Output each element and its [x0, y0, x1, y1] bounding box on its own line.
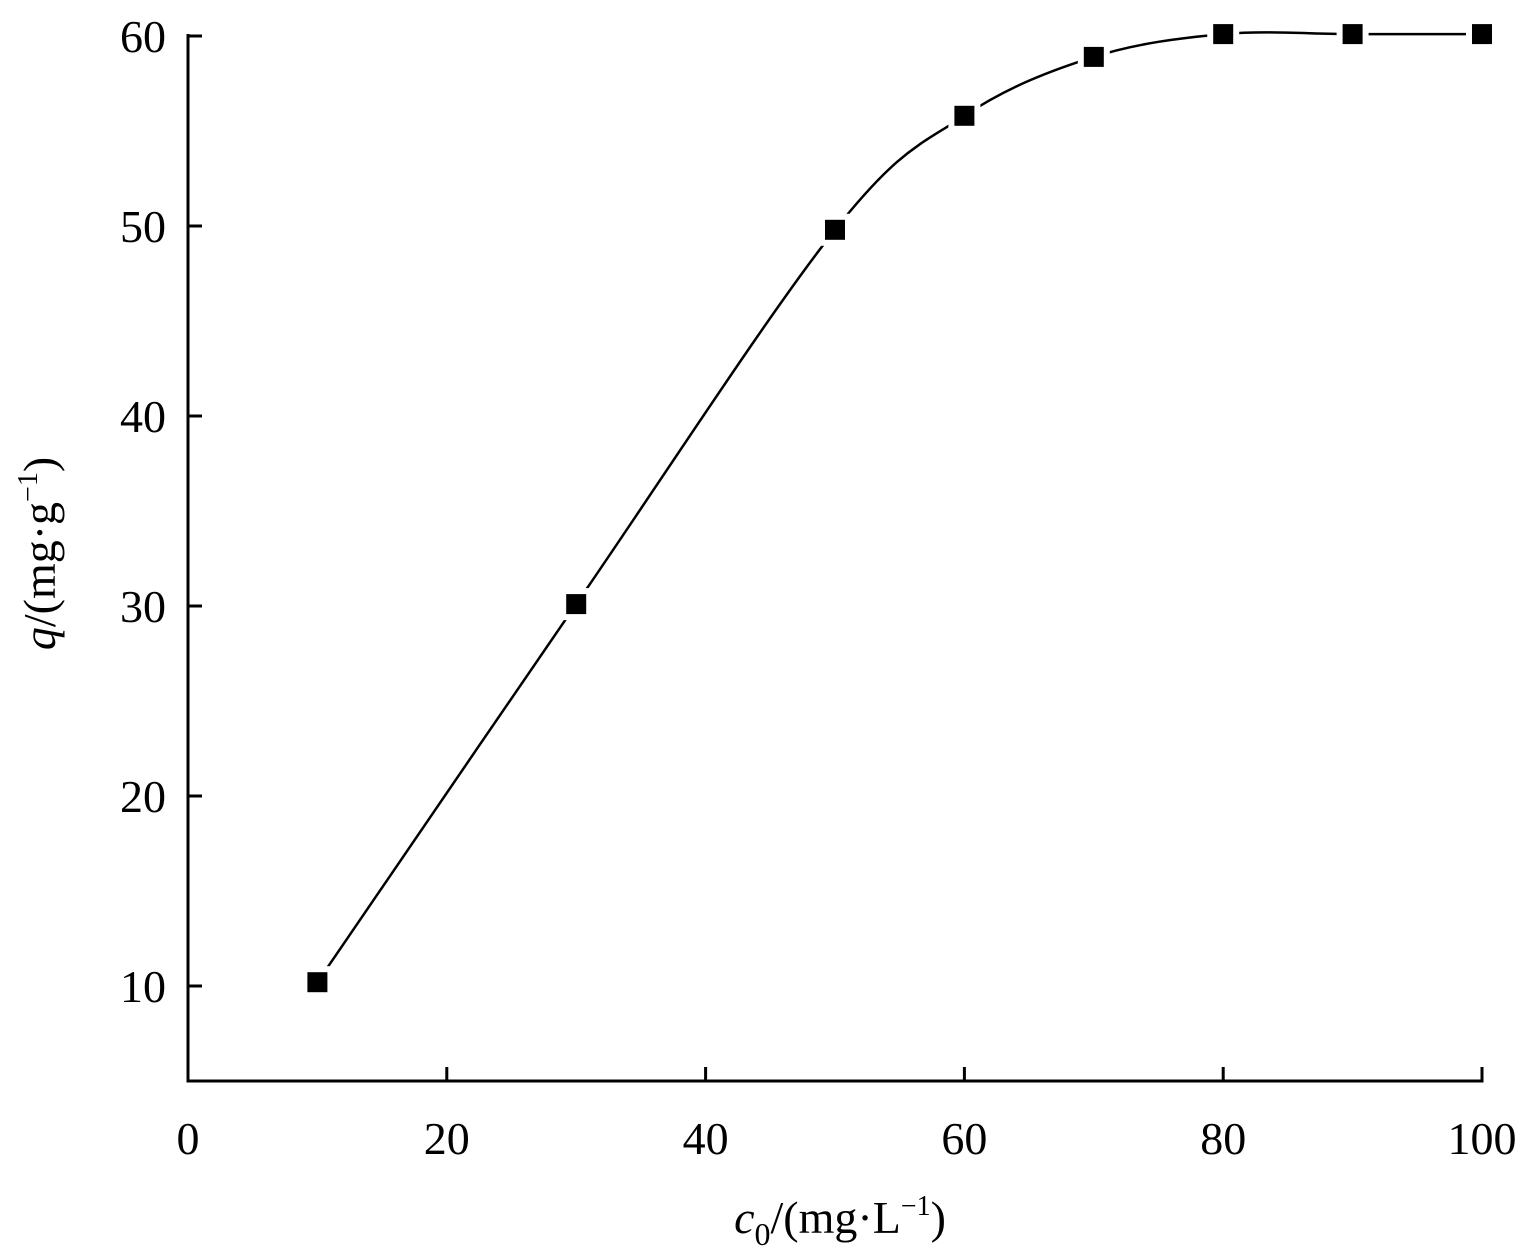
data-point [825, 219, 845, 240]
data-point [1472, 24, 1492, 45]
x-tick-label: 80 [1200, 1113, 1246, 1164]
x-axis-ticks: 0 20 40 60 80 100 [177, 1067, 1517, 1164]
data-point [1342, 24, 1363, 45]
y-tick-label: 60 [120, 11, 166, 62]
x-axis-title-sub: 0 [755, 1216, 771, 1252]
y-tick-label: 10 [120, 961, 166, 1012]
y-axis-title-sup: −1 [13, 472, 44, 502]
x-axis-title-var: c [734, 1192, 754, 1243]
x-axis-title-unit-close: ) [931, 1192, 946, 1243]
y-axis-title: q/(mg·g−1) [13, 457, 65, 650]
y-tick-label: 30 [120, 581, 166, 632]
y-axis-title-unit-open: /(mg·g [14, 502, 65, 627]
y-tick-label: 40 [120, 391, 166, 442]
y-tick-label: 50 [120, 201, 166, 252]
series-line [316, 31, 1482, 983]
x-axis-title: c0/(mg·L−1) [734, 1191, 946, 1252]
data-point [1213, 24, 1234, 45]
data-point [307, 972, 328, 993]
data-point [566, 594, 587, 615]
y-axis-title-unit-close: ) [14, 457, 65, 472]
series-1 [301, 18, 1498, 999]
y-axis-ticks: 10 20 30 40 50 60 [120, 11, 202, 1012]
x-axis-title-sup: −1 [901, 1191, 931, 1222]
x-tick-label: 40 [683, 1113, 729, 1164]
x-tick-label: 100 [1448, 1113, 1517, 1164]
x-tick-label: 20 [424, 1113, 470, 1164]
x-axis-title-unit-open: /(mg·L [771, 1192, 901, 1243]
y-tick-label: 20 [120, 771, 166, 822]
data-point [1083, 46, 1104, 67]
data-point [954, 105, 975, 126]
x-tick-label: 60 [941, 1113, 987, 1164]
x-tick-label: 0 [177, 1113, 200, 1164]
y-axis-title-var: q [14, 627, 65, 650]
